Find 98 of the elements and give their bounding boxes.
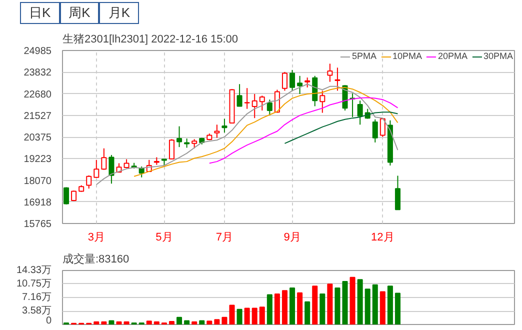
- bar: [184, 320, 190, 324]
- bar: [176, 316, 182, 324]
- candlestick: [222, 118, 228, 134]
- y-tick-label: 10.75万: [16, 278, 52, 290]
- legend-label: 20PMA: [438, 51, 468, 61]
- candlestick: [297, 75, 303, 95]
- y-tick-label: 16918: [24, 197, 52, 208]
- bar: [357, 279, 363, 324]
- candlestick: [192, 138, 198, 149]
- y-tick-label: 14.33万: [16, 265, 52, 276]
- text: 月K: [99, 2, 140, 24]
- x-tick-label: 3月: [88, 232, 105, 244]
- bar: [214, 319, 220, 324]
- y-tick-label: 7.16万: [22, 292, 52, 304]
- y-tick-label: 22680: [24, 89, 52, 100]
- chart-title: 成交量:83160: [62, 252, 130, 266]
- bar: [259, 306, 265, 324]
- candlestick: [101, 148, 107, 170]
- bar: [124, 321, 130, 324]
- line-series: [96, 84, 398, 186]
- bar: [168, 320, 174, 324]
- candlestick: [394, 175, 400, 210]
- candlestick: [380, 118, 386, 138]
- bar: [387, 286, 393, 324]
- candlestick: [327, 63, 333, 82]
- bar: [236, 308, 242, 324]
- bar: [334, 287, 340, 324]
- y-tick-label: 24985: [24, 46, 52, 57]
- candlestick: [334, 67, 340, 92]
- bar: [116, 321, 122, 324]
- line-series: [208, 97, 398, 164]
- bar: [394, 292, 400, 324]
- candlestick: [244, 88, 250, 110]
- candlestick: [320, 90, 326, 114]
- bar: [108, 320, 114, 324]
- candlestick: [282, 71, 288, 92]
- text: 日K: [20, 2, 60, 24]
- candlestick: [290, 69, 296, 92]
- bar: [290, 287, 296, 324]
- bar: [94, 321, 100, 324]
- candlestick: [372, 118, 378, 143]
- bar: [350, 276, 356, 324]
- bar: [101, 321, 107, 324]
- legend-label: 5PMA: [352, 51, 376, 61]
- x-tick-label: 9月: [284, 232, 301, 244]
- candlestick: [259, 95, 265, 111]
- chart-title: 生猪2301[lh2301] 2022-12-16 15:00: [62, 32, 238, 46]
- candlestick: [86, 174, 92, 190]
- legend-label: 30PMA: [483, 51, 513, 61]
- y-tick-label: 23832: [24, 68, 52, 79]
- bar: [380, 291, 386, 324]
- y-tick-label: 0: [46, 316, 52, 326]
- bar: [274, 293, 280, 324]
- y-tick-label: 21527: [24, 110, 52, 122]
- y-tick-label: 3.58万: [22, 306, 52, 317]
- candlestick: [312, 75, 318, 107]
- bar: [342, 281, 348, 324]
- bar: [304, 301, 310, 324]
- bar: [364, 288, 370, 324]
- bar: [327, 284, 333, 324]
- bar: [192, 321, 198, 324]
- candlestick: [357, 100, 363, 126]
- bar: [320, 293, 326, 324]
- text: 周K: [60, 2, 100, 24]
- candlestick: [304, 77, 310, 88]
- y-tick-label: 15765: [24, 219, 52, 230]
- bar: [297, 292, 303, 324]
- candlestick: [64, 186, 70, 205]
- x-tick-label: 5月: [156, 232, 173, 244]
- x-tick-label: 12月: [371, 232, 394, 244]
- bar: [312, 286, 318, 324]
- line-series: [134, 86, 398, 177]
- bar: [206, 320, 212, 324]
- candlestick: [214, 124, 220, 138]
- bar: [244, 308, 250, 324]
- bar: [266, 294, 272, 324]
- candlestick: [184, 138, 190, 148]
- candlestick: [94, 159, 100, 179]
- y-tick-label: 18070: [24, 176, 52, 187]
- candlestick: [108, 154, 114, 184]
- bar: [222, 316, 228, 324]
- x-tick-label: 7月: [216, 232, 234, 244]
- bar: [372, 284, 378, 324]
- bar: [229, 304, 235, 324]
- candlestick: [266, 99, 272, 116]
- bar: [252, 308, 258, 324]
- candlestick: [236, 84, 242, 108]
- legend-label: 10PMA: [392, 51, 422, 61]
- candlestick: [176, 126, 182, 148]
- bar: [154, 321, 160, 324]
- y-tick-label: 20375: [24, 132, 52, 144]
- candlestick: [274, 89, 280, 114]
- candlestick: [168, 138, 174, 160]
- bar: [199, 320, 205, 324]
- bar: [146, 320, 152, 324]
- bar: [282, 290, 288, 324]
- candlestick: [252, 94, 258, 119]
- y-tick-label: 19223: [24, 154, 52, 166]
